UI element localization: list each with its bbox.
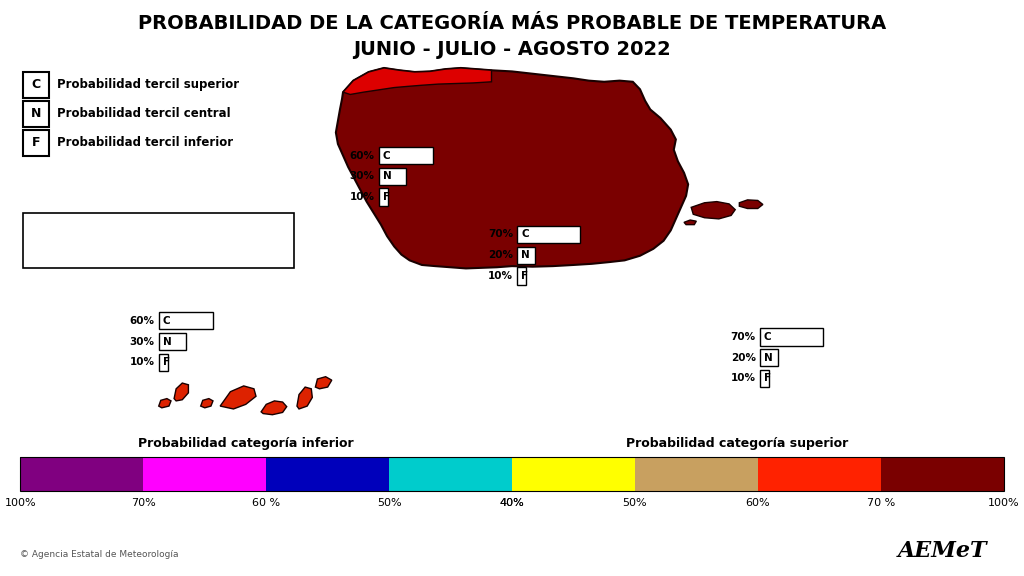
- Text: AEMeT: AEMeT: [897, 540, 987, 562]
- Text: F: F: [383, 192, 390, 202]
- Text: 40%: 40%: [500, 498, 524, 507]
- Polygon shape: [297, 387, 312, 409]
- Text: PROBABILIDAD DE LA CATEGORÍA MÁS PROBABLE DE TEMPERATURA: PROBABILIDAD DE LA CATEGORÍA MÁS PROBABL…: [138, 14, 886, 33]
- Text: 60%: 60%: [745, 498, 770, 507]
- Text: Probabilidad tercil superior: Probabilidad tercil superior: [57, 78, 240, 92]
- Text: 100%: 100%: [5, 498, 36, 507]
- Bar: [517, 226, 581, 243]
- Polygon shape: [684, 220, 696, 225]
- Bar: [266, 457, 389, 491]
- Bar: [517, 267, 526, 285]
- Text: C: C: [32, 78, 40, 92]
- Polygon shape: [315, 377, 332, 389]
- Bar: [389, 457, 512, 491]
- Bar: [20, 457, 143, 491]
- Text: 70%: 70%: [730, 332, 756, 342]
- Text: 50%: 50%: [377, 498, 401, 507]
- Text: 70 %: 70 %: [866, 498, 895, 507]
- Bar: [23, 101, 49, 127]
- Text: 30%: 30%: [130, 336, 155, 347]
- Text: 10%: 10%: [731, 373, 756, 384]
- Bar: [159, 312, 213, 329]
- Text: Probabilidad categoría inferior: Probabilidad categoría inferior: [138, 437, 353, 450]
- Bar: [23, 72, 49, 98]
- Text: F: F: [163, 357, 170, 367]
- Text: JUNIO - JULIO - AGOSTO 2022: JUNIO - JULIO - AGOSTO 2022: [353, 40, 671, 59]
- Text: 100%: 100%: [988, 498, 1019, 507]
- Bar: [20, 457, 1004, 491]
- Polygon shape: [739, 200, 763, 209]
- Bar: [379, 188, 388, 206]
- Text: 50%: 50%: [623, 498, 647, 507]
- Text: C: C: [383, 150, 390, 161]
- Bar: [760, 349, 778, 366]
- Polygon shape: [174, 383, 188, 401]
- Text: 60%: 60%: [130, 316, 155, 326]
- Text: 60 %: 60 %: [252, 498, 281, 507]
- Text: N: N: [383, 171, 392, 181]
- Text: N: N: [764, 353, 773, 363]
- Text: F: F: [32, 136, 40, 149]
- Text: 10%: 10%: [488, 271, 513, 281]
- Polygon shape: [261, 401, 287, 415]
- Bar: [760, 328, 823, 346]
- Text: N: N: [31, 107, 41, 120]
- Text: Probabilidad tercil central: Probabilidad tercil central: [57, 107, 231, 120]
- Text: 40%: 40%: [500, 498, 524, 507]
- Text: 10%: 10%: [130, 357, 155, 367]
- Bar: [881, 457, 1004, 491]
- Text: N: N: [163, 336, 172, 347]
- Text: C: C: [521, 229, 528, 240]
- Text: Los colores muestran la probabilidad
de la categoría más probable.
El color blan: Los colores muestran la probabilidad de …: [31, 219, 232, 259]
- Bar: [143, 457, 266, 491]
- Bar: [517, 247, 536, 264]
- Text: 70%: 70%: [487, 229, 513, 240]
- Text: 20%: 20%: [488, 250, 513, 260]
- Bar: [760, 370, 769, 387]
- Text: 20%: 20%: [731, 353, 756, 363]
- Text: © Agencia Estatal de Meteorología: © Agencia Estatal de Meteorología: [20, 550, 179, 559]
- Polygon shape: [343, 68, 492, 94]
- Text: 10%: 10%: [350, 192, 375, 202]
- Text: 60%: 60%: [350, 150, 375, 161]
- Text: N: N: [521, 250, 530, 260]
- Text: Probabilidad categoría superior: Probabilidad categoría superior: [626, 437, 849, 450]
- Text: C: C: [764, 332, 771, 342]
- Polygon shape: [336, 68, 688, 268]
- Text: C: C: [163, 316, 170, 326]
- Bar: [159, 333, 185, 350]
- Text: F: F: [521, 271, 528, 281]
- Text: 30%: 30%: [350, 171, 375, 181]
- Bar: [379, 168, 406, 185]
- Text: 70%: 70%: [131, 498, 156, 507]
- Bar: [23, 213, 294, 268]
- Bar: [379, 147, 433, 164]
- Bar: [23, 130, 49, 156]
- Bar: [159, 354, 168, 371]
- Text: F: F: [764, 373, 771, 384]
- Text: Probabilidad tercil inferior: Probabilidad tercil inferior: [57, 136, 233, 149]
- Polygon shape: [691, 202, 735, 219]
- Bar: [635, 457, 758, 491]
- Polygon shape: [159, 399, 171, 408]
- Polygon shape: [220, 386, 256, 409]
- Polygon shape: [201, 399, 213, 408]
- Bar: [512, 457, 635, 491]
- Bar: [758, 457, 881, 491]
